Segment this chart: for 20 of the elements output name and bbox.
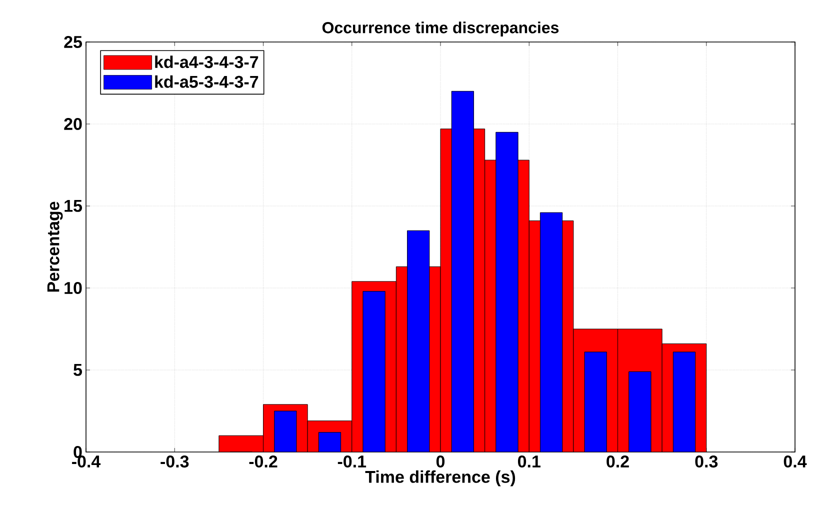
legend-label: kd-a5-3-4-3-7 xyxy=(155,75,258,88)
y-tick-label: 0 xyxy=(74,446,82,458)
x-tick-label: -0.4 xyxy=(72,456,101,468)
x-tick-label: -0.1 xyxy=(338,456,366,468)
y-axis-title: Percentage xyxy=(47,202,63,292)
y-tick-label: 20 xyxy=(64,118,82,130)
x-tick-label: -0.3 xyxy=(160,456,189,468)
x-tick-label: 0.1 xyxy=(518,456,540,468)
y-tick-label: 5 xyxy=(74,364,82,376)
chart-title: Occurrence time discrepancies xyxy=(322,22,559,37)
x-axis-title: Time difference (s) xyxy=(365,470,516,486)
y-tick-label: 10 xyxy=(64,282,82,294)
x-tick-label: 0.3 xyxy=(695,456,718,468)
y-tick-label: 15 xyxy=(64,200,82,212)
x-tick-label: 0.2 xyxy=(606,456,629,468)
x-tick-label: 0 xyxy=(436,456,445,468)
x-tick-label: -0.2 xyxy=(249,456,278,468)
legend-label: kd-a4-3-4-3-7 xyxy=(155,56,258,68)
y-tick-label: 25 xyxy=(64,36,82,48)
x-tick-label: 0.4 xyxy=(784,456,807,468)
